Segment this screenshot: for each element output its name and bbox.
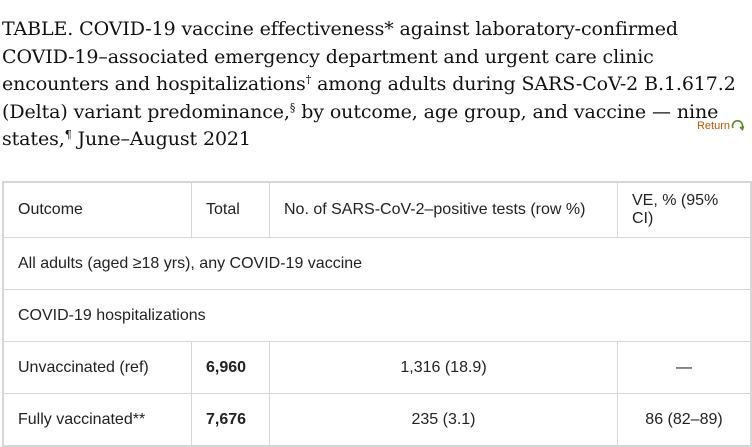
table-row: Fully vaccinated** 7,676 235 (3.1) 86 (8… bbox=[3, 393, 751, 446]
return-label: Return bbox=[696, 120, 730, 132]
cell-ve: — bbox=[617, 341, 751, 394]
caption-text-1: TABLE. COVID-19 vaccine effectiveness* a… bbox=[2, 18, 678, 95]
section-row: COVID-19 hospitalizations bbox=[3, 289, 751, 342]
return-link[interactable]: Return bbox=[697, 119, 745, 133]
cell-total: 6,960 bbox=[191, 341, 270, 394]
header-ve: VE, % (95% CI) bbox=[617, 182, 751, 238]
section-row: All adults (aged ≥18 yrs), any COVID-19 … bbox=[3, 237, 751, 290]
header-total: Total bbox=[191, 182, 270, 238]
section-label: COVID-19 hospitalizations bbox=[3, 289, 751, 342]
header-outcome: Outcome bbox=[3, 182, 192, 238]
caption-footnote-section: § bbox=[289, 100, 296, 114]
cell-total: 7,676 bbox=[191, 393, 270, 446]
ve-table: Outcome Total No. of SARS-CoV-2–positive… bbox=[3, 182, 751, 446]
section-label: All adults (aged ≥18 yrs), any COVID-19 … bbox=[3, 237, 751, 290]
cell-outcome: Fully vaccinated** bbox=[3, 393, 192, 446]
cell-ve: 86 (82–89) bbox=[617, 393, 751, 446]
cell-outcome: Unvaccinated (ref) bbox=[3, 341, 192, 394]
cell-positive: 235 (3.1) bbox=[269, 393, 618, 446]
caption-footnote-dagger: † bbox=[305, 73, 312, 86]
cell-positive: 1,316 (18.9) bbox=[269, 341, 618, 394]
table-caption-container: TABLE. COVID-19 vaccine effectiveness* a… bbox=[2, 0, 747, 162]
return-arrow-icon bbox=[731, 119, 745, 133]
caption-text-3: by outcome, age group, and vaccine — nin… bbox=[2, 100, 719, 151]
table-row: Unvaccinated (ref) 6,960 1,316 (18.9) — bbox=[3, 341, 751, 394]
table-caption: TABLE. COVID-19 vaccine effectiveness* a… bbox=[2, 0, 747, 154]
header-positive-tests: No. of SARS-CoV-2–positive tests (row %) bbox=[269, 182, 618, 238]
ve-table-container: Outcome Total No. of SARS-CoV-2–positive… bbox=[2, 181, 752, 447]
table-header-row: Outcome Total No. of SARS-CoV-2–positive… bbox=[3, 182, 751, 238]
caption-text-2: among adults during SARS-CoV-2 B.1.617.2… bbox=[2, 73, 736, 123]
caption-footnote-pilcrow: ¶ bbox=[64, 128, 72, 141]
caption-text-4: June–August 2021 bbox=[71, 128, 251, 150]
